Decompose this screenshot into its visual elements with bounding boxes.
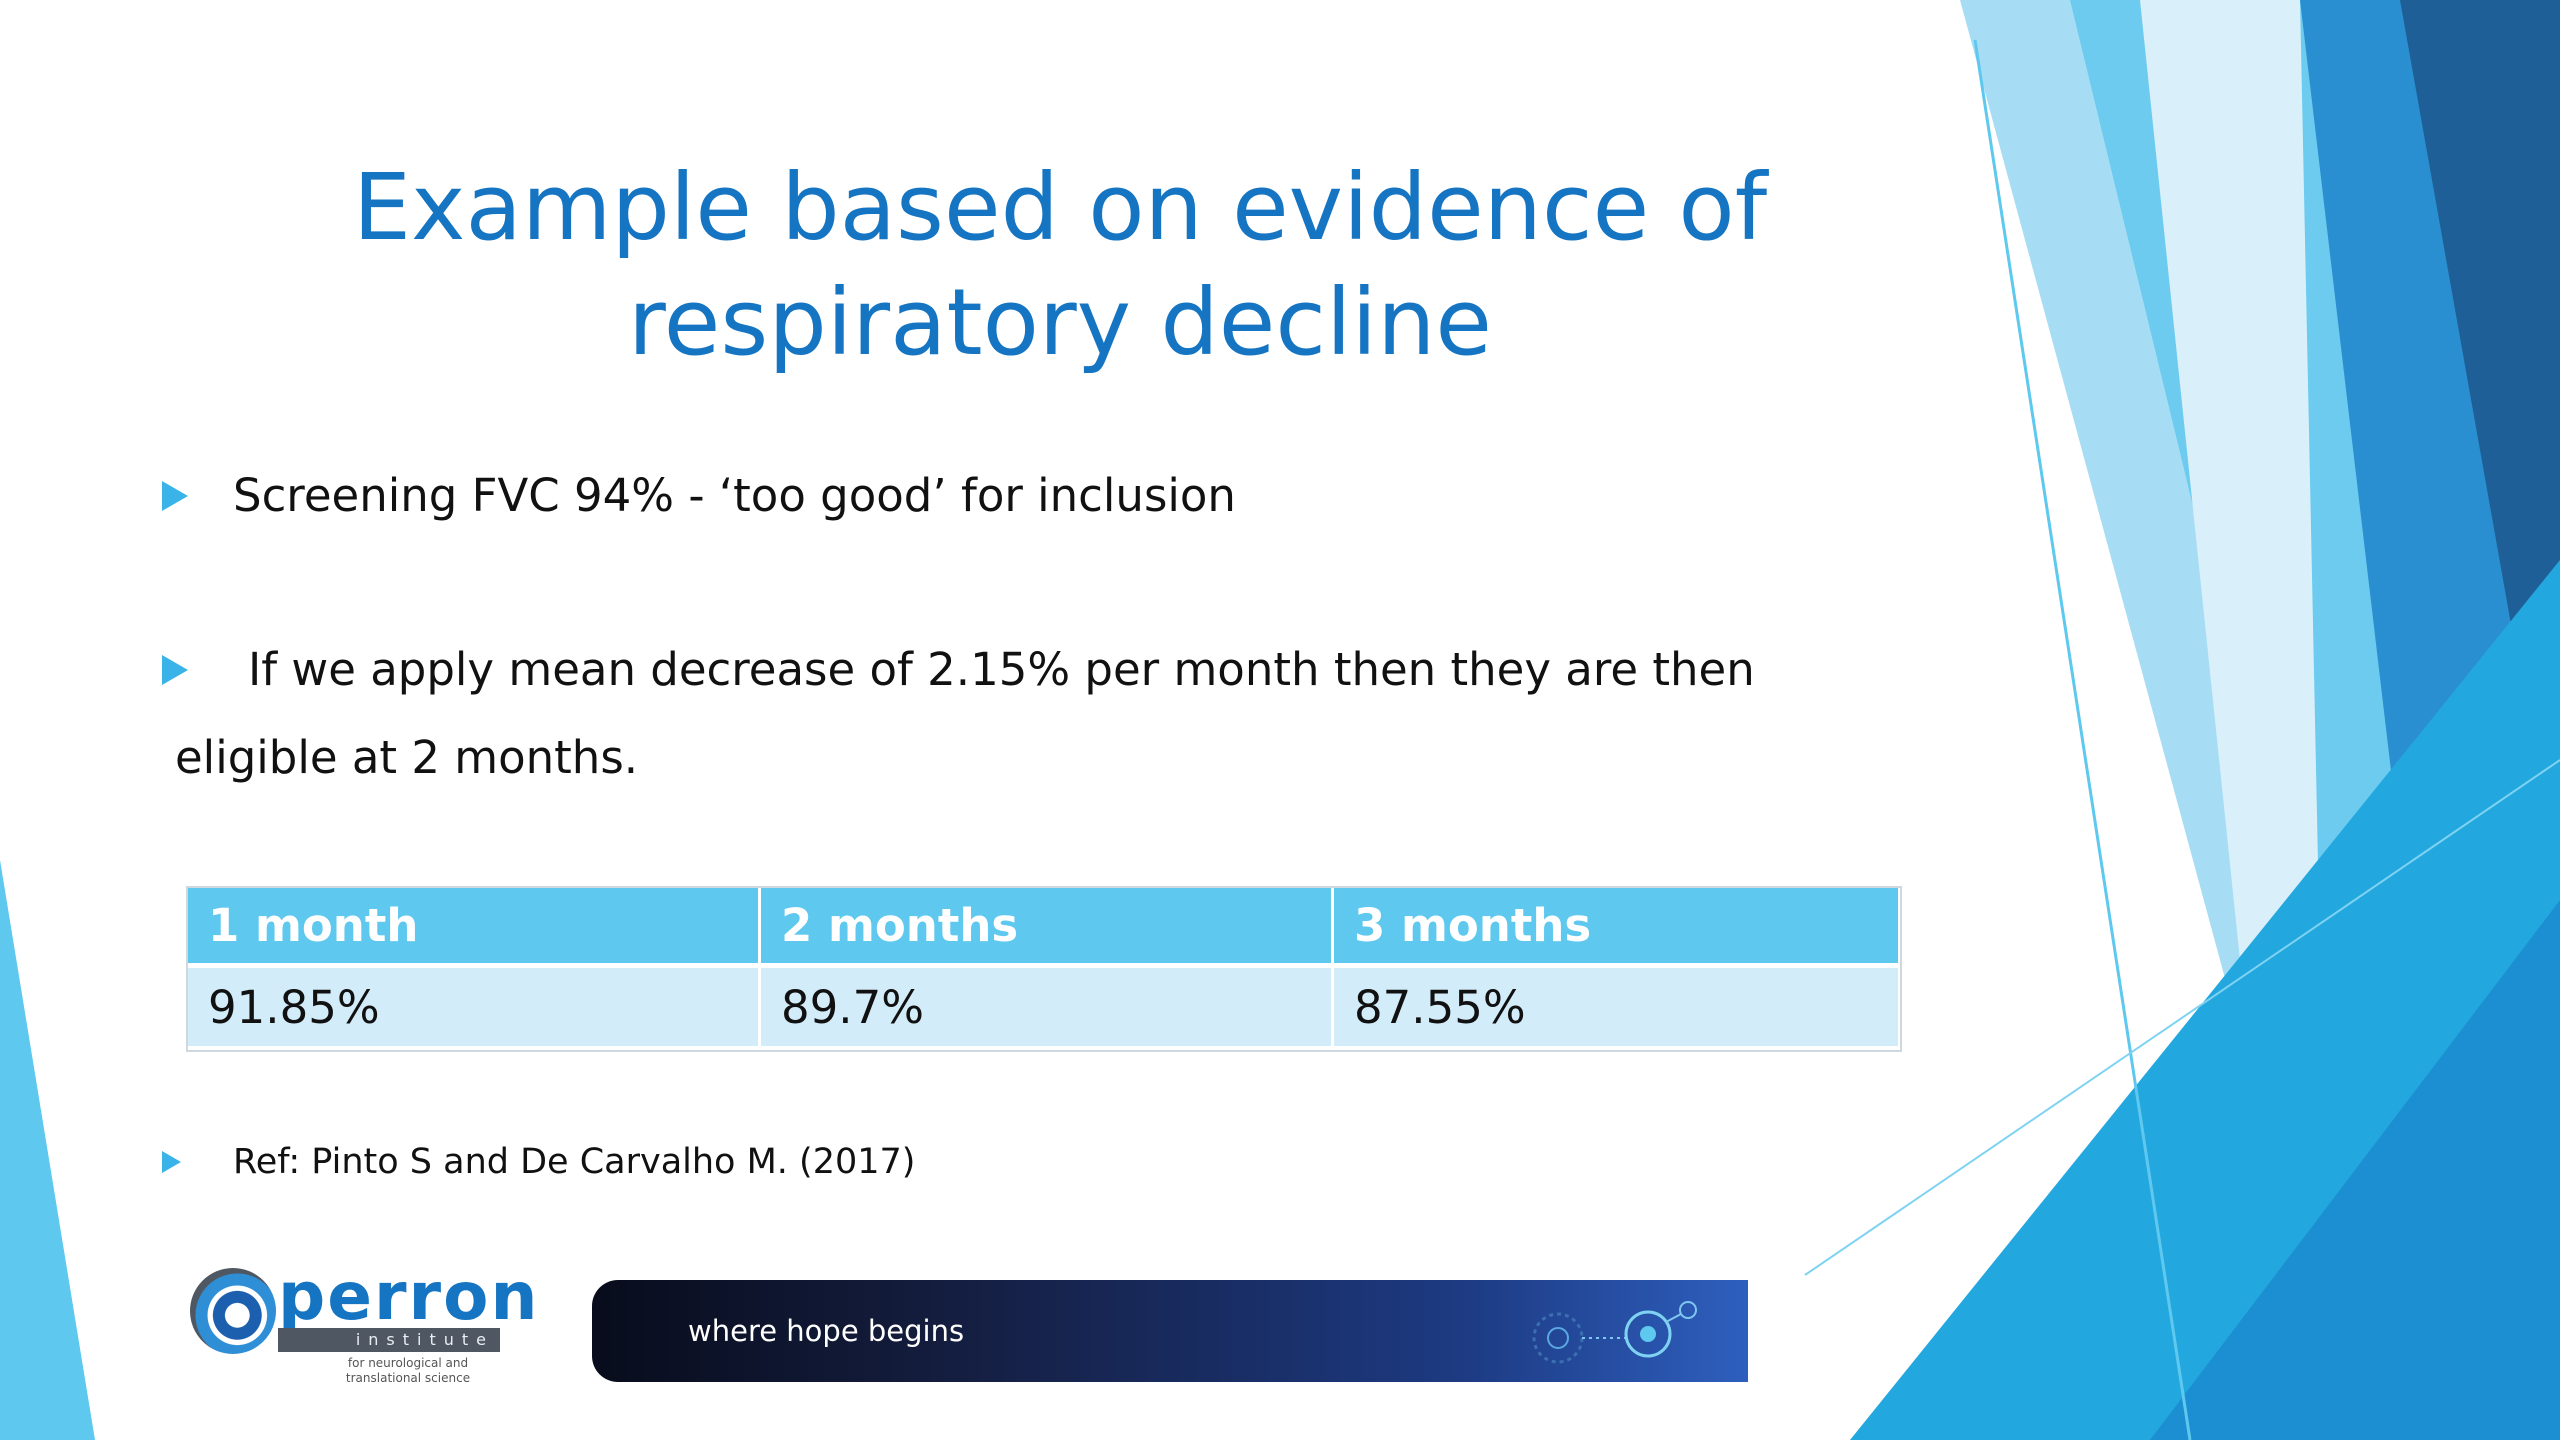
banner-text: where hope begins: [688, 1314, 965, 1348]
tagline-banner: where hope begins: [592, 1280, 1748, 1382]
table-header-row: 1 month 2 months 3 months: [188, 888, 1898, 968]
logo-subtitle: for neurological and translational scien…: [345, 1356, 471, 1385]
bullet-arrow-icon: [162, 655, 188, 685]
fvc-table: 1 month 2 months 3 months 91.85% 89.7% 8…: [188, 888, 1898, 1046]
table-row: 91.85% 89.7% 87.55%: [188, 965, 1898, 1046]
decor-facet-left: [0, 860, 95, 1440]
table-cell: 91.85%: [188, 965, 761, 1046]
bullet-text: If we apply mean decrease of 2.15% per m…: [175, 643, 1755, 784]
perron-logo: perron institute for neurological and tr…: [186, 1258, 537, 1392]
bullet-arrow-icon: [162, 481, 188, 511]
bullet-arrow-icon: [162, 1151, 181, 1173]
table-cell: 89.7%: [759, 965, 1334, 1046]
reference-text: Ref: Pinto S and De Carvalho M. (2017): [233, 1142, 916, 1182]
bullet-item: If we apply mean decrease of 2.15% per m…: [160, 626, 1760, 802]
slide-title: Example based on evidence of respiratory…: [352, 154, 1768, 376]
table-header-cell: 1 month: [188, 888, 761, 968]
perron-swirl-icon: [190, 1268, 276, 1354]
table-frame: [186, 886, 1902, 1052]
bullet-item: Screening FVC 94% - ‘too good’ for inclu…: [160, 452, 1760, 540]
decor-line: [1973, 39, 2192, 1440]
table-cell: 87.55%: [1332, 965, 1898, 1046]
table-header-cell: 3 months: [1332, 888, 1898, 968]
reference-item: Ref: Pinto S and De Carvalho M. (2017): [160, 1122, 1360, 1202]
molecule-icon: [1532, 1301, 1697, 1364]
table-header-cell: 2 months: [759, 888, 1334, 968]
decor-facet-bottom-deep: [2150, 900, 2560, 1440]
logo-wordmark: perron: [278, 1258, 540, 1335]
bullet-text: Screening FVC 94% - ‘too good’ for inclu…: [233, 469, 1236, 522]
decor-line: [1804, 759, 2560, 1276]
logo-bar: institute: [278, 1328, 500, 1352]
